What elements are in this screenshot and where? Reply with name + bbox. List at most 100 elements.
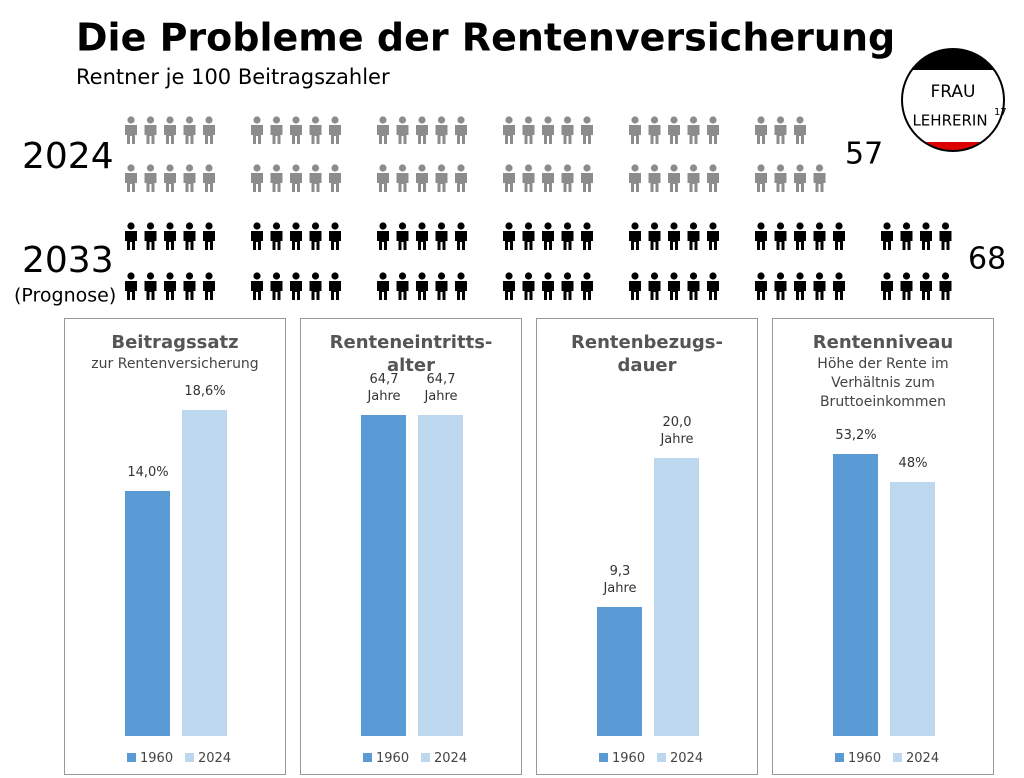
person-icon [329,222,341,250]
person-icon [707,116,719,144]
icon-head [709,272,717,280]
icon-head [253,222,261,230]
person-icon [561,222,574,250]
icon-head [272,272,281,280]
icon-head [776,164,785,172]
subtitle: Rentner je 100 Beitragszahler [76,65,390,89]
icon-head [127,164,135,172]
person-icon [668,164,680,192]
icon-body [629,231,641,250]
person-icon [164,272,176,300]
icon-head [670,116,678,124]
person-icon [270,116,283,144]
logo: FRAU LEHRERIN 17 [901,48,1007,152]
icon-body [707,281,719,300]
icon-body [309,231,322,250]
person-icon [687,164,700,192]
person-icon [687,116,700,144]
person-icon [755,222,767,250]
person-icon [377,222,389,250]
icon-body [164,281,176,300]
legend-swatch [185,753,194,762]
person-icon [881,222,893,250]
icon-head [185,164,194,172]
legend-item: 2024 [185,751,231,766]
person-icon [144,222,157,250]
icon-head [127,272,135,280]
icon-head [292,116,300,124]
person-icon [920,272,932,300]
icon-head [437,164,446,172]
bar [418,415,463,736]
person-icon [648,116,661,144]
icon-body [561,125,574,144]
icon-body [435,231,448,250]
legend-label: 2024 [906,751,940,766]
icon-body [755,231,767,250]
icon-body [164,231,176,250]
value-label: 18,6% [184,384,226,400]
icon-head [650,164,659,172]
icon-head [331,116,339,124]
icon-head [311,222,320,230]
legend-swatch [127,753,136,762]
icon-head [418,272,426,280]
person-icon [581,222,593,250]
person-icon [455,164,467,192]
icon-body [794,125,806,144]
icon-body [164,173,176,192]
person-icon [648,272,661,300]
person-icon [290,116,302,144]
icon-body [542,281,554,300]
person-icon [396,116,409,144]
icon-body [416,231,428,250]
icon-head [379,164,387,172]
legend-swatch [363,753,372,762]
person-icon [522,272,535,300]
chart-title: Beitragssatz [111,332,239,353]
icon-head [796,222,804,230]
icon-head [437,222,446,230]
icon-head [505,222,513,230]
person-icon [270,164,283,192]
icon-head [379,116,387,124]
icon-head [902,272,911,280]
icon-body [251,281,263,300]
icon-head [166,164,174,172]
icon-body [183,281,196,300]
person-icon [290,272,302,300]
icon-head [563,116,572,124]
person-icon [581,272,593,300]
icon-head [583,164,591,172]
icon-head [166,222,174,230]
icon-body [629,281,641,300]
row-label: 2024 [22,136,114,177]
icon-head [524,164,533,172]
person-icon [125,116,137,144]
row-value: 68 [968,242,1006,277]
icon-body [329,173,341,192]
person-icon [503,116,515,144]
person-icon [794,116,806,144]
person-icon [774,164,787,192]
icon-head [311,164,320,172]
icon-body [687,281,700,300]
person-icon [707,272,719,300]
person-icon [416,116,428,144]
legend-label: 1960 [848,751,882,766]
icon-head [185,272,194,280]
icon-body [329,125,341,144]
icon-head [418,116,426,124]
person-icon [920,222,932,250]
icon-head [272,164,281,172]
icon-head [311,272,320,280]
logo-superscript: 17 [994,107,1007,118]
icon-body [881,281,893,300]
icon-body [455,173,467,192]
icon-head [815,164,824,172]
person-icon [707,222,719,250]
icon-body [881,231,893,250]
icon-body [755,125,767,144]
person-icon [668,272,680,300]
icon-body [125,173,137,192]
